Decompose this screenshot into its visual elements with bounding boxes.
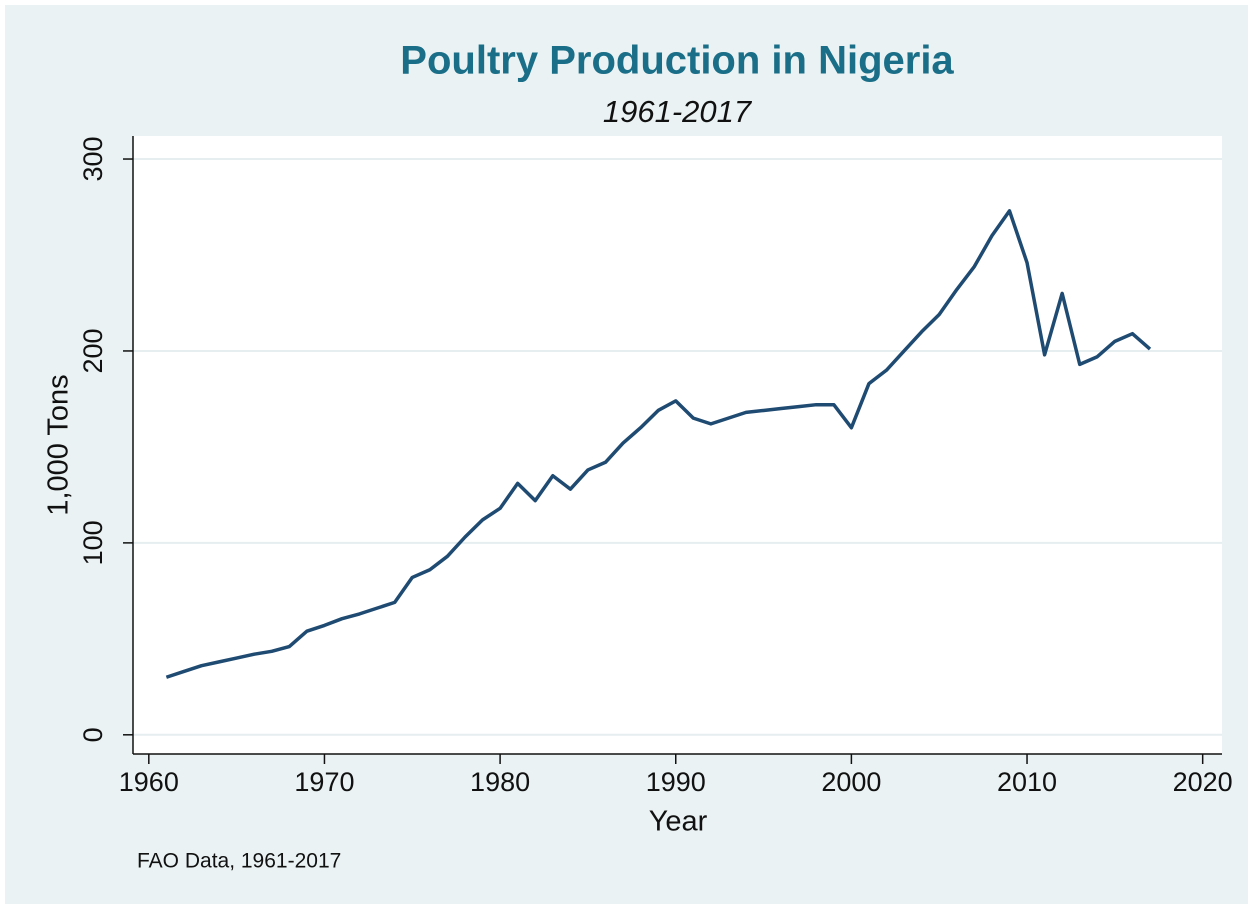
x-tick-label: 1980 (470, 767, 530, 797)
y-tick-label: 200 (78, 328, 108, 373)
plot-area (133, 136, 1222, 754)
x-tick-label: 2000 (821, 767, 881, 797)
source-note: FAO Data, 1961-2017 (137, 850, 341, 873)
y-tick-label: 300 (78, 136, 108, 181)
x-tick-label: 1960 (119, 767, 179, 797)
x-axis-label: Year (649, 806, 708, 838)
y-axis-label: 1,000 Tons (43, 374, 75, 515)
y-tick-label: 100 (78, 520, 108, 565)
data-line (165, 209, 1152, 679)
chart-subtitle: 1961-2017 (603, 94, 753, 129)
y-tick-label: 0 (78, 727, 108, 742)
x-tick-label: 1990 (646, 767, 706, 797)
x-tick-label: 1970 (294, 767, 354, 797)
chart-title: Poultry Production in Nigeria (400, 39, 954, 83)
x-tick-label: 2010 (997, 767, 1057, 797)
x-tick-label: 2020 (1173, 767, 1233, 797)
